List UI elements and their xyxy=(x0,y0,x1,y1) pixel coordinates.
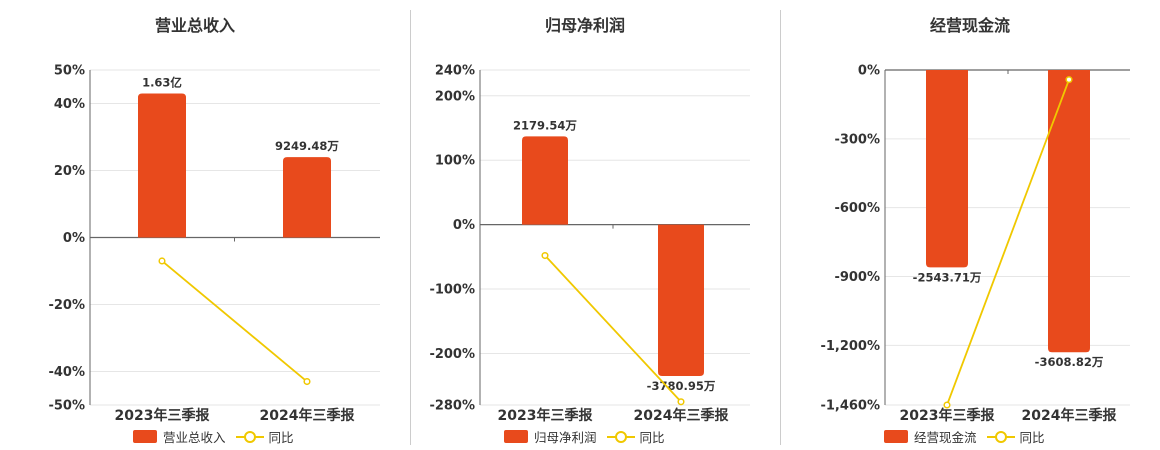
chart-panel-cash-flow: 经营现金流 0% -300% -600% -900% -1,200% -1,460% -25… xyxy=(780,0,1160,450)
y-tick-label: -50% xyxy=(48,399,85,414)
yoy-line xyxy=(161,260,308,383)
legend-line-label[interactable]: 同比 xyxy=(268,429,294,445)
legend-line-label[interactable]: 同比 xyxy=(1019,429,1045,445)
yoy-line xyxy=(544,254,682,403)
chart-title: 归母净利润 xyxy=(544,16,625,35)
y-tick-label: 0% xyxy=(453,218,475,233)
bar xyxy=(1048,70,1090,353)
legend-bar-swatch xyxy=(504,429,528,443)
legend-line-swatch xyxy=(986,430,1015,443)
yoy-point xyxy=(677,398,685,406)
bar xyxy=(283,157,331,238)
divider xyxy=(780,10,781,445)
x-category-label: 2023年三季报 xyxy=(900,407,995,424)
bar-data-label: 1.63亿 xyxy=(142,75,182,89)
y-tick-label: -100% xyxy=(429,283,475,298)
y-tick-label: 100% xyxy=(435,154,475,169)
y-tick-label: 40% xyxy=(54,97,85,112)
y-tick-label: -280% xyxy=(429,399,475,414)
legend: 营业总收入 同比 xyxy=(133,427,294,445)
x-category-label: 2023年三季报 xyxy=(115,407,210,424)
chart-panel-revenue: 营业总收入 50% 40% 20% 0% -20% -40% -50% 1.63亿 9249.4… xyxy=(0,0,390,450)
y-tick-label: -600% xyxy=(834,201,880,216)
yoy-line xyxy=(946,79,1070,406)
x-category-label: 2024年三季报 xyxy=(634,407,729,424)
bar xyxy=(522,136,568,225)
y-tick-label: -300% xyxy=(834,132,880,147)
legend-bar-swatch xyxy=(884,429,908,443)
y-tick-label: -1,460% xyxy=(820,399,880,414)
bar xyxy=(138,93,186,238)
y-tick-label: 240% xyxy=(435,64,475,79)
chart-svg: 0% -300% -600% -900% -1,200% -1,460% -2543.71万… xyxy=(820,64,1130,424)
y-tick-label: -20% xyxy=(48,298,85,313)
y-tick-label: -40% xyxy=(48,365,85,380)
bar xyxy=(658,224,704,377)
y-tick-label: -900% xyxy=(834,270,880,285)
y-tick-label: 50% xyxy=(54,64,85,79)
legend: 归母净利润 同比 xyxy=(504,427,665,445)
legend-line-label[interactable]: 同比 xyxy=(639,429,665,445)
x-category-label: 2024年三季报 xyxy=(1022,407,1117,424)
legend-bar-swatch xyxy=(133,429,157,443)
chart-title: 营业总收入 xyxy=(154,16,235,35)
bar-data-label: -2543.71万 xyxy=(913,270,982,284)
chart-svg: 240% 200% 100% 0% -100% -200% -280% 2179.54万 -37… xyxy=(429,64,750,424)
y-tick-label: 0% xyxy=(63,231,85,246)
bar xyxy=(926,70,968,268)
y-tick-label: 0% xyxy=(858,64,880,79)
y-tick-label: 20% xyxy=(54,164,85,179)
legend-bar-label[interactable]: 营业总收入 xyxy=(163,429,226,445)
chart-svg: 50% 40% 20% 0% -20% -40% -50% 1.63亿 9249.48万 2023… xyxy=(48,64,380,424)
legend-line-swatch xyxy=(606,430,635,443)
bar-data-label: 9249.48万 xyxy=(275,139,339,153)
chart-panel-net-profit: 归母净利润 240% 200% 100% 0% -100% -200% -280% 2179.… xyxy=(390,0,780,450)
bar-data-label: 2179.54万 xyxy=(513,118,577,132)
y-tick-label: -1,200% xyxy=(820,339,880,354)
legend-line-swatch xyxy=(235,430,264,443)
yoy-point xyxy=(158,257,166,265)
yoy-point xyxy=(541,251,549,260)
yoy-point xyxy=(303,378,311,386)
yoy-point xyxy=(943,401,951,409)
divider xyxy=(410,10,411,445)
y-tick-label: 200% xyxy=(435,89,475,104)
legend-bar-label[interactable]: 归母净利润 xyxy=(534,429,597,445)
legend: 经营现金流 同比 xyxy=(884,427,1045,445)
y-tick-label: -200% xyxy=(429,347,475,362)
yoy-point xyxy=(1065,76,1073,84)
bar-data-label: -3608.82万 xyxy=(1035,355,1104,369)
bar-data-label: -3780.95万 xyxy=(647,379,716,393)
legend-bar-label[interactable]: 经营现金流 xyxy=(914,429,977,445)
x-category-label: 2023年三季报 xyxy=(498,407,593,424)
x-category-label: 2024年三季报 xyxy=(260,407,355,424)
chart-title: 经营现金流 xyxy=(929,16,1010,35)
